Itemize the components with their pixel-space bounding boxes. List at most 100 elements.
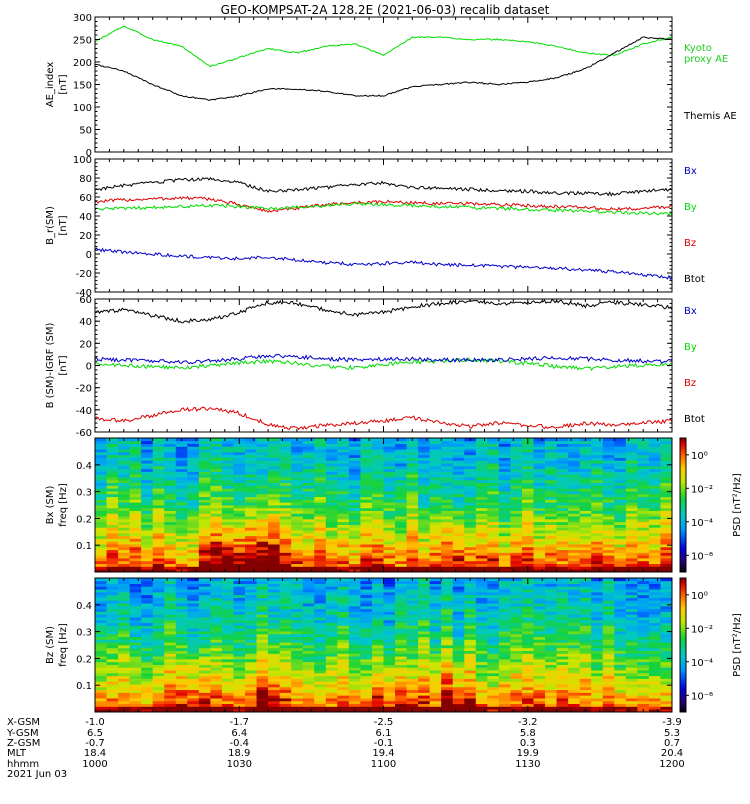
heatmap-cell [499, 684, 511, 687]
heatmap-cell [349, 673, 361, 676]
heatmap-cell [337, 651, 349, 654]
heatmap-cell [476, 665, 488, 668]
heatmap-cell [626, 541, 638, 544]
heatmap-cell [603, 564, 615, 567]
heatmap-cell [176, 555, 188, 558]
heatmap-cell [464, 511, 476, 514]
heatmap-cell [222, 494, 234, 497]
heatmap-cell [280, 592, 292, 595]
heatmap-cell [499, 566, 511, 569]
heatmap-cell [499, 586, 511, 589]
heatmap-cell [395, 620, 407, 623]
heatmap-cell [291, 541, 303, 544]
heatmap-cell [210, 527, 222, 530]
heatmap-cell [453, 600, 465, 603]
heatmap-cell [303, 483, 315, 486]
heatmap-cell [314, 648, 326, 651]
heatmap-cell [372, 606, 384, 609]
heatmap-cell [360, 480, 372, 483]
heatmap-cell [164, 631, 176, 634]
heatmap-cell [464, 659, 476, 662]
heatmap-cell [130, 460, 142, 463]
heatmap-cell [314, 698, 326, 701]
heatmap-cell [118, 692, 130, 695]
heatmap-cell [360, 659, 372, 662]
heatmap-cell [303, 634, 315, 637]
heatmap-cell [326, 690, 338, 693]
heatmap-cell [453, 617, 465, 620]
heatmap-cell [337, 455, 349, 458]
heatmap-cell [233, 600, 245, 603]
heatmap-cell [407, 539, 419, 542]
heatmap-cell [545, 550, 557, 553]
heatmap-cell [430, 530, 442, 533]
heatmap-cell [591, 466, 603, 469]
heatmap-cell [118, 444, 130, 447]
heatmap-cell [568, 558, 580, 561]
heatmap-cell [233, 662, 245, 665]
heatmap-cell [233, 620, 245, 623]
heatmap-cell [568, 446, 580, 449]
heatmap-cell [210, 522, 222, 525]
heatmap-cell [233, 469, 245, 472]
heatmap-cell [153, 670, 165, 673]
heatmap-cell [349, 527, 361, 530]
heatmap-cell [326, 656, 338, 659]
heatmap-cell [476, 444, 488, 447]
heatmap-cell [199, 485, 211, 488]
heatmap-cell [187, 499, 199, 502]
heatmap-cell [257, 525, 269, 528]
heatmap-cell [95, 589, 107, 592]
heatmap-cell [199, 670, 211, 673]
heatmap-cell [395, 589, 407, 592]
heatmap-cell [499, 690, 511, 693]
heatmap-cell [337, 648, 349, 651]
heatmap-cell [337, 446, 349, 449]
heatmap-cell [660, 539, 672, 542]
heatmap-cell [233, 653, 245, 656]
heatmap-cell [407, 499, 419, 502]
heatmap-cell [141, 701, 153, 704]
heatmap-cell [303, 581, 315, 584]
heatmap-cell [118, 598, 130, 601]
heatmap-cell [280, 651, 292, 654]
heatmap-cell [441, 606, 453, 609]
heatmap-cell [268, 499, 280, 502]
heatmap-cell [395, 603, 407, 606]
heatmap-cell [349, 614, 361, 617]
y-tick-label: 20 [79, 231, 92, 242]
heatmap-cell [660, 522, 672, 525]
heatmap-cell [291, 460, 303, 463]
heatmap-cell [303, 469, 315, 472]
heatmap-cell [430, 566, 442, 569]
heatmap-cell [626, 544, 638, 547]
heatmap-cell [384, 483, 396, 486]
heatmap-cell [164, 609, 176, 612]
heatmap-cell [534, 525, 546, 528]
heatmap-cell [176, 595, 188, 598]
heatmap-cell [407, 452, 419, 455]
heatmap-cell [476, 474, 488, 477]
heatmap-cell [360, 631, 372, 634]
heatmap-cell [580, 455, 592, 458]
heatmap-cell [153, 651, 165, 654]
heatmap-cell [210, 670, 222, 673]
heatmap-cell [118, 480, 130, 483]
heatmap-cell [210, 474, 222, 477]
heatmap-cell [141, 651, 153, 654]
heatmap-cell [660, 446, 672, 449]
heatmap-cell [499, 637, 511, 640]
heatmap-cell [210, 480, 222, 483]
heatmap-cell [418, 612, 430, 615]
heatmap-cell [187, 561, 199, 564]
heatmap-cell [210, 502, 222, 505]
heatmap-cell [337, 466, 349, 469]
heatmap-cell [453, 472, 465, 475]
heatmap-cell [499, 530, 511, 533]
heatmap-cell [476, 653, 488, 656]
heatmap-cell [141, 550, 153, 553]
heatmap-cell [476, 648, 488, 651]
heatmap-cell [280, 472, 292, 475]
heatmap-cell [430, 628, 442, 631]
